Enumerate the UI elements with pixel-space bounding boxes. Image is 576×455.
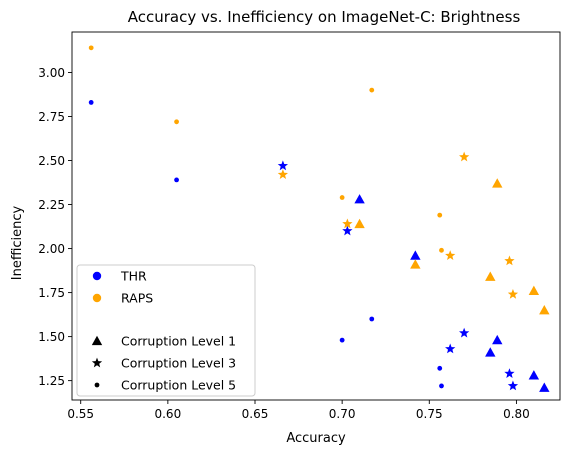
- x-tick-label: 0.65: [242, 407, 269, 421]
- data-point: [492, 334, 503, 345]
- axes-frame: [71, 31, 561, 401]
- legend-marker: [92, 293, 102, 303]
- legend-marker: [94, 382, 100, 388]
- legend-label: Corruption Level 3: [121, 356, 236, 371]
- data-point: [507, 380, 519, 391]
- plot-area: [88, 45, 550, 392]
- y-tick-label: 2.00: [38, 242, 65, 256]
- data-point: [339, 337, 345, 343]
- y-axis-label: Inefficiency: [10, 205, 25, 280]
- data-point: [88, 45, 94, 51]
- data-point: [528, 285, 540, 295]
- data-point: [485, 271, 496, 281]
- legend-marker: [92, 271, 102, 281]
- data-point: [342, 218, 353, 229]
- x-axis-label: Accuracy: [286, 431, 346, 446]
- series-thr-triangle: [354, 194, 550, 392]
- series-raps-dot: [88, 45, 444, 253]
- x-tick-label: 0.55: [67, 407, 94, 421]
- legend-item-raps: RAPS: [92, 291, 153, 306]
- legend-label: Corruption Level 5: [121, 378, 236, 393]
- series-thr-star: [277, 160, 519, 391]
- axes: 0.55 0.60 0.65 0.70 0.75 0.80 1.25 1.50 1.75 2.00…: [38, 31, 561, 421]
- data-point: [437, 212, 443, 218]
- legend-item-corruption-level-5: Corruption Level 5: [94, 378, 236, 393]
- data-point: [459, 151, 470, 162]
- data-point: [539, 305, 550, 315]
- series-raps-star: [277, 151, 519, 299]
- legend-marker: [91, 357, 103, 368]
- legend-label: RAPS: [121, 291, 153, 306]
- data-point: [528, 370, 540, 380]
- x-tick-label: 0.60: [154, 407, 181, 421]
- legend: THR RAPS Corruption Level 1 Corruption Leve…: [76, 264, 256, 397]
- data-point: [342, 225, 353, 236]
- legend-label: THR: [120, 269, 147, 284]
- y-tick-label: 2.75: [38, 110, 65, 124]
- legend-label: Corruption Level 1: [121, 334, 236, 349]
- data-point: [410, 250, 421, 260]
- data-point: [504, 255, 515, 266]
- x-tick-label: 0.70: [329, 407, 356, 421]
- data-point: [439, 247, 444, 253]
- data-point: [410, 259, 421, 269]
- x-tick-label: 0.80: [503, 407, 530, 421]
- data-point: [459, 327, 470, 338]
- series-raps-triangle: [354, 178, 550, 315]
- data-point: [507, 288, 519, 299]
- data-point: [369, 87, 375, 93]
- x-tick-label: 0.75: [416, 407, 443, 421]
- data-point: [88, 100, 94, 105]
- series-thr-dot: [88, 100, 444, 389]
- legend-box: [76, 264, 256, 397]
- data-point: [174, 177, 179, 183]
- chart-title: Accuracy vs. Inefficiency on ImageNet-C:…: [128, 8, 521, 26]
- data-point: [504, 368, 515, 378]
- legend-marker: [91, 335, 103, 346]
- data-point: [492, 178, 503, 188]
- data-point: [354, 194, 365, 204]
- data-point: [174, 119, 179, 125]
- y-tick-label: 1.25: [38, 374, 65, 388]
- data-point: [485, 347, 496, 357]
- y-tick-label: 2.25: [38, 198, 65, 212]
- legend-item-thr: THR: [92, 269, 147, 284]
- y-tick-label: 1.50: [38, 330, 65, 344]
- data-point: [445, 343, 456, 354]
- data-point: [439, 383, 444, 389]
- legend-item-corruption-level-3: Corruption Level 3: [91, 356, 236, 371]
- data-point: [354, 218, 365, 229]
- y-tick-label: 1.75: [38, 286, 65, 300]
- data-point: [539, 382, 550, 392]
- data-point: [277, 169, 289, 179]
- y-tick-label: 2.50: [38, 154, 65, 168]
- data-point: [339, 195, 345, 200]
- data-point: [437, 365, 443, 371]
- data-point: [445, 250, 456, 260]
- legend-item-corruption-level-1: Corruption Level 1: [91, 334, 236, 349]
- data-point: [369, 316, 375, 322]
- data-point: [277, 160, 289, 171]
- y-tick-label: 3.00: [38, 66, 65, 80]
